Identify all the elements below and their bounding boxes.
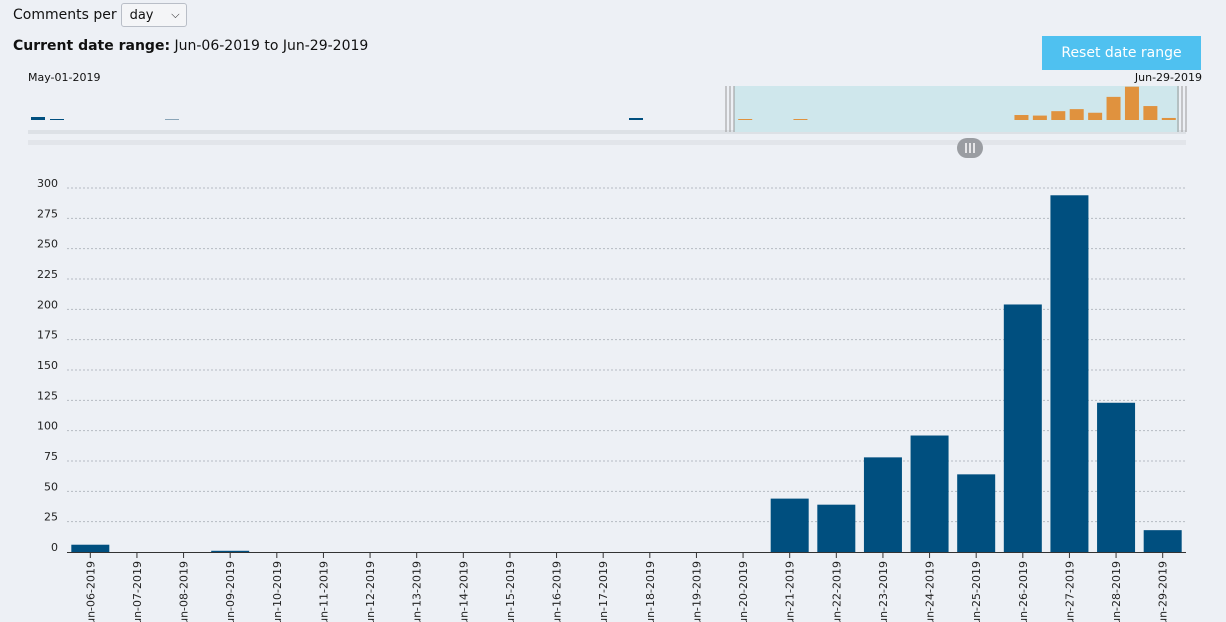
period-select-value: day <box>129 7 154 23</box>
x-tick-label: Jun-13-2019 <box>411 561 424 622</box>
navigator-mini-bar <box>1106 96 1121 120</box>
bar[interactable] <box>817 504 856 552</box>
comments-per-label: Comments per <box>13 7 117 23</box>
navigator-mini-bar <box>165 119 179 120</box>
y-tick-label: 275 <box>37 207 58 220</box>
y-tick-label: 125 <box>37 389 58 402</box>
x-tick-label: Jun-22-2019 <box>830 561 843 622</box>
x-tick-label: Jun-27-2019 <box>1063 561 1076 622</box>
navigator-mini-bar <box>1051 111 1066 120</box>
navigator-selection[interactable] <box>734 86 1179 132</box>
x-tick-label: Jun-14-2019 <box>457 561 470 622</box>
navigator-mini-bar <box>1124 86 1139 120</box>
navigator-mini-bar <box>1161 117 1176 120</box>
x-tick-label: Jun-06-2019 <box>84 561 97 622</box>
y-axis: 0 25 50 75 100 125 150 175 200 225 250 275 300 <box>37 177 58 554</box>
y-tick-label: 175 <box>37 329 58 342</box>
x-tick-label: Jun-19-2019 <box>690 561 703 622</box>
x-tick-label: Jun-25-2019 <box>970 561 983 622</box>
navigator-end-label: Jun-29-2019 <box>1134 71 1202 84</box>
date-range-label: Current date range: <box>13 38 171 54</box>
bar[interactable] <box>957 474 996 552</box>
y-gridlines <box>67 187 1186 523</box>
x-tick-label: Jun-07-2019 <box>131 561 144 622</box>
x-tick-label: Jun-20-2019 <box>737 561 750 622</box>
x-tick-label: Jun-23-2019 <box>877 561 890 622</box>
y-tick-label: 0 <box>51 541 58 554</box>
x-tick-label: Jun-29-2019 <box>1157 561 1170 622</box>
x-tick-label: Jun-12-2019 <box>364 561 377 622</box>
bar[interactable] <box>1003 304 1042 552</box>
navigator-mini-bar <box>1032 115 1047 120</box>
chevron-down-icon: ⌵ <box>171 8 180 21</box>
x-tick-label: Jun-09-2019 <box>224 561 237 622</box>
bar[interactable] <box>770 498 809 552</box>
navigator-start-label: May-01-2019 <box>28 71 101 84</box>
bar[interactable] <box>211 550 250 552</box>
y-tick-label: 250 <box>37 238 58 251</box>
reset-date-range-button[interactable]: Reset date range <box>1042 36 1201 70</box>
x-tick-label: Jun-16-2019 <box>551 561 564 622</box>
navigator-selected-bars <box>738 86 1176 120</box>
x-tick-label: Jun-08-2019 <box>178 561 191 622</box>
x-tick-label: Jun-24-2019 <box>924 561 937 622</box>
y-tick-label: 150 <box>37 359 58 372</box>
navigator-mini-bar <box>1143 106 1158 120</box>
bar[interactable] <box>71 544 110 552</box>
navigator-mini-bar <box>738 119 753 120</box>
range-navigator <box>28 86 1187 158</box>
x-axis: Jun-06-2019 Jun-07-2019 Jun-08-2019 Jun-09-… <box>67 552 1186 622</box>
x-tick-label: Jun-28-2019 <box>1110 561 1123 622</box>
x-tick-label: Jun-17-2019 <box>597 561 610 622</box>
y-tick-label: 200 <box>37 298 58 311</box>
navigator-scrollbar[interactable] <box>28 140 1186 145</box>
navigator-mini-bar <box>1088 112 1103 120</box>
navigator-mini-bar <box>1014 115 1029 120</box>
y-tick-label: 300 <box>37 177 58 190</box>
y-tick-label: 75 <box>44 450 58 463</box>
y-tick-label: 25 <box>44 511 58 524</box>
navigator-mini-bar <box>50 119 64 120</box>
navigator-mini-bar <box>793 119 808 120</box>
date-range-value: Jun-06-2019 to Jun-29-2019 <box>174 38 369 54</box>
x-tick-label: Jun-15-2019 <box>504 561 517 622</box>
bar[interactable] <box>910 435 949 552</box>
x-tick-label: Jun-26-2019 <box>1017 561 1030 622</box>
x-tick-label: Jun-11-2019 <box>317 561 330 622</box>
bar-series <box>71 195 1182 552</box>
y-tick-label: 225 <box>37 268 58 281</box>
comments-per-control: Comments per day ⌵ <box>13 3 187 27</box>
y-tick-label: 100 <box>37 420 58 433</box>
x-tick-label: Jun-21-2019 <box>784 561 797 622</box>
bar[interactable] <box>1097 402 1136 552</box>
navigator-track <box>28 130 1186 134</box>
x-tick-label: Jun-18-2019 <box>644 561 657 622</box>
navigator-mini-bar <box>629 118 643 120</box>
bar[interactable] <box>1050 195 1089 552</box>
bar[interactable] <box>1143 530 1182 552</box>
bar[interactable] <box>863 457 902 552</box>
navigator-mini-bar <box>1069 109 1084 120</box>
y-tick-label: 50 <box>44 480 58 493</box>
current-date-range: Current date range: Jun-06-2019 to Jun-2… <box>13 38 368 54</box>
period-select[interactable]: day ⌵ <box>120 3 187 27</box>
x-tick-label: Jun-10-2019 <box>271 561 284 622</box>
navigator-mini-bar <box>31 117 45 120</box>
